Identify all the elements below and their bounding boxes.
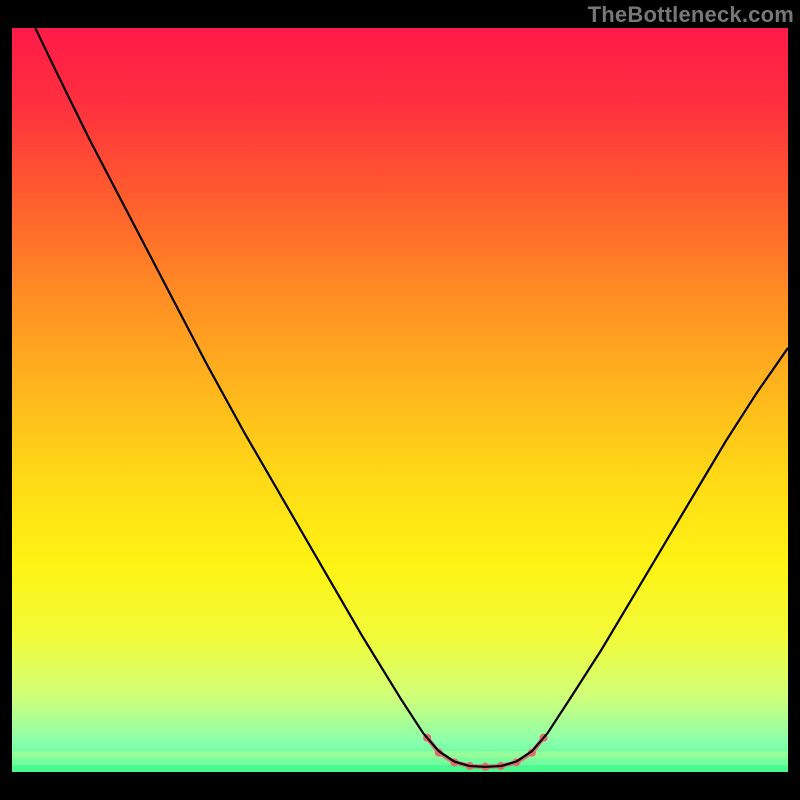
gradient-background (12, 28, 788, 772)
chart-svg (0, 0, 800, 800)
bottleneck-chart: TheBottleneck.com (0, 0, 800, 800)
gradient-bottom-bands (12, 751, 788, 772)
watermark-text: TheBottleneck.com (588, 2, 794, 28)
